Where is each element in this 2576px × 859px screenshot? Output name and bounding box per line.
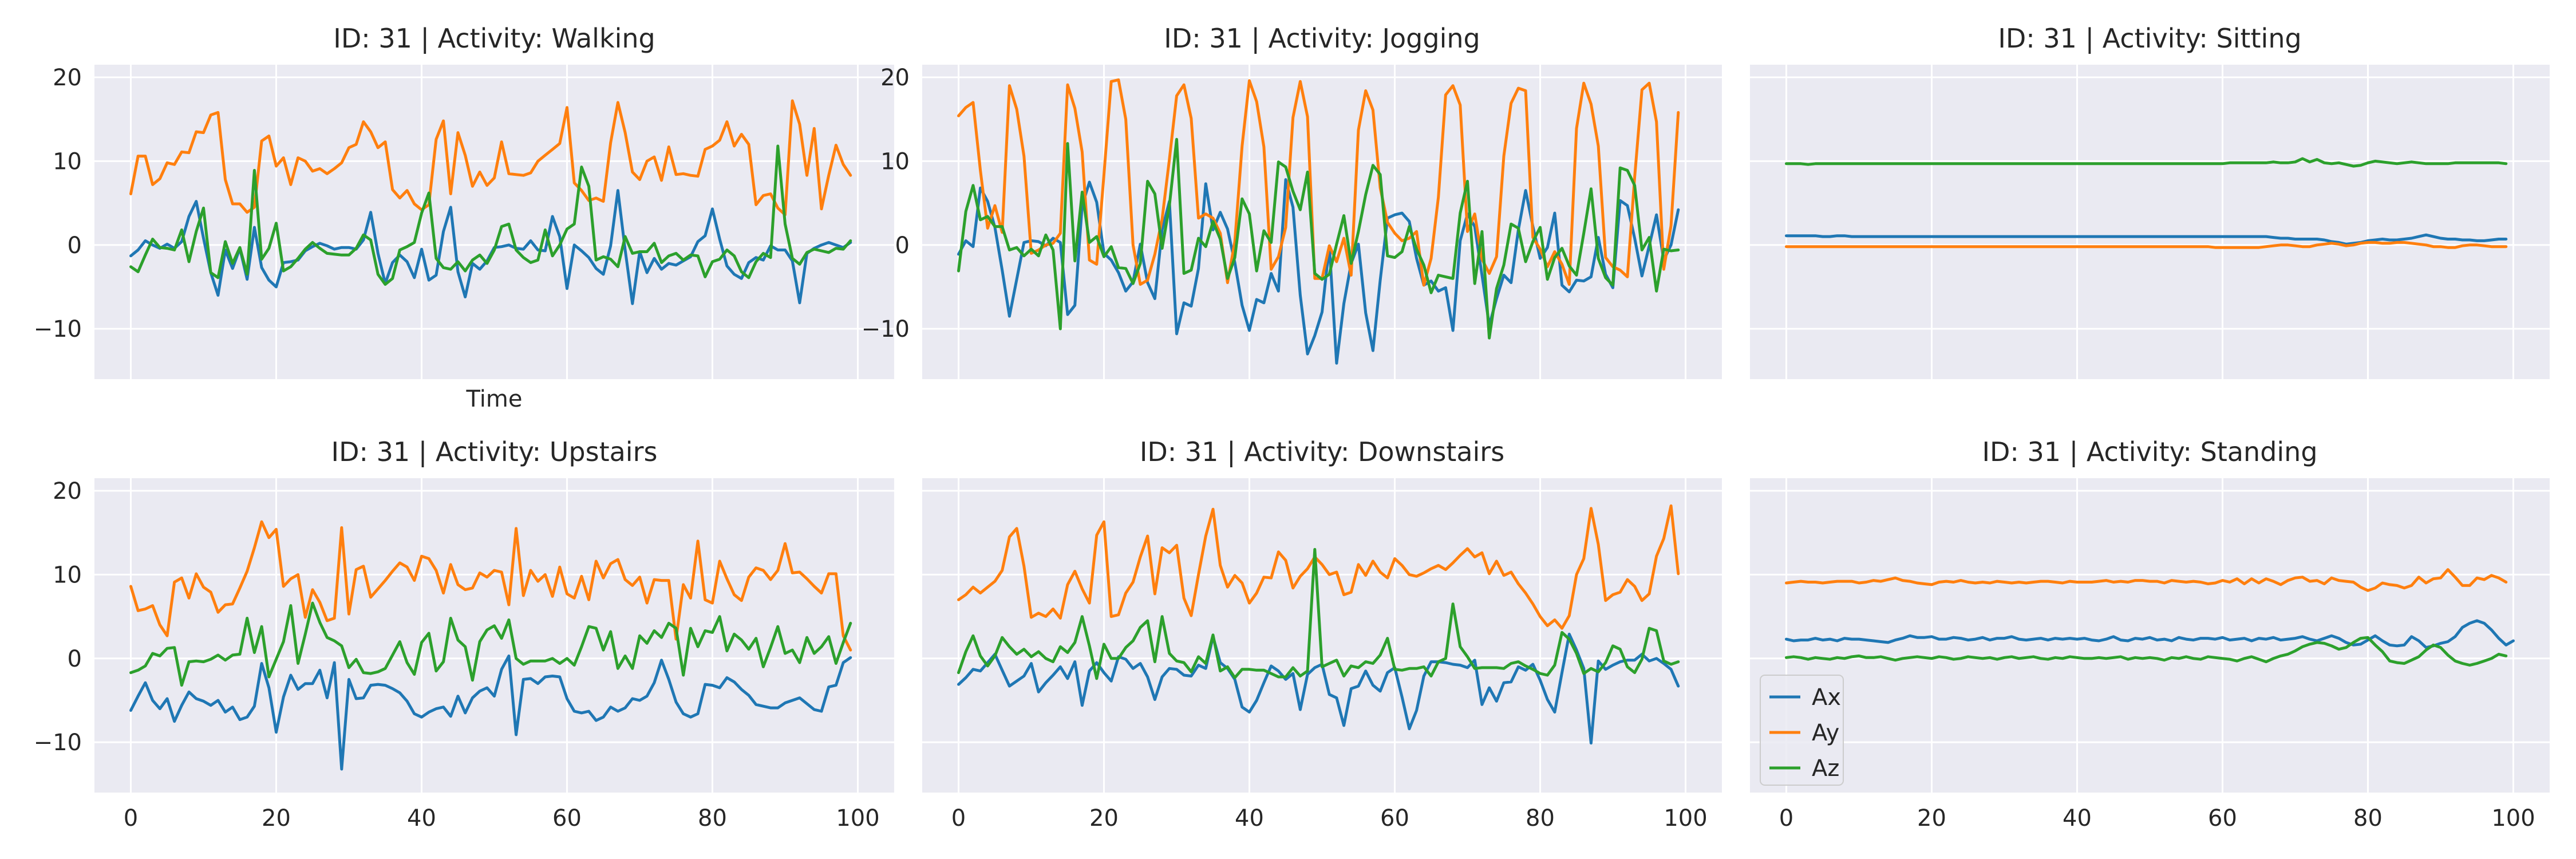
y-tick-label: 20 [880, 65, 910, 91]
x-tick-label: 60 [1380, 805, 1409, 832]
x-tick-label: 20 [1089, 805, 1119, 832]
x-tick-label: 100 [2491, 805, 2535, 832]
x-tick-label: 80 [698, 805, 727, 832]
legend: Ax Ay Az [1760, 675, 1844, 786]
series-line-ay [957, 504, 1680, 630]
series-line-az [957, 547, 1680, 680]
plot-area [94, 65, 894, 379]
subplot-2: ID: 31 | Activity: Sitting [1750, 23, 2550, 379]
x-tick-label: 60 [552, 805, 582, 832]
legend-label-az: Az [1812, 755, 1839, 782]
series-line-ay [1785, 241, 2508, 249]
subplot-4: 0 20 40 60 80 100 ID: 31 | Activity: Downstair… [922, 436, 1722, 832]
x-axis-label: Time [466, 386, 523, 412]
subplot-title: ID: 31 | Activity: Downstairs [1140, 436, 1504, 468]
subplot-title: ID: 31 | Activity: Standing [1982, 436, 2317, 468]
y-tick-label: 10 [53, 148, 82, 175]
subplot-0: −10 0 10 20 ID: 31 | Activity: Walking Time [34, 23, 894, 412]
series-line-az [957, 137, 1680, 340]
y-tick-label: 0 [68, 646, 82, 672]
x-tick-label: 0 [1779, 805, 1793, 832]
plot-area [922, 65, 1722, 379]
y-tick-label: −10 [34, 730, 82, 756]
plot-area [922, 478, 1722, 793]
plot-area [94, 478, 894, 793]
series-line-az [129, 601, 852, 687]
x-tick-label: 20 [1917, 805, 1946, 832]
series-line-ax [129, 654, 852, 771]
x-tick-label: 40 [2063, 805, 2092, 832]
series-line-az [1785, 636, 2508, 667]
series-line-ay [129, 520, 852, 652]
subplot-1: −10 0 10 20 ID: 31 | Activity: Jogging [862, 23, 1722, 379]
x-tick-label: 100 [836, 805, 879, 832]
series-line-ax [957, 632, 1680, 745]
subplot-title: ID: 31 | Activity: Walking [333, 23, 655, 54]
plot-area [1750, 478, 2550, 793]
y-tick-label: 0 [68, 233, 82, 259]
plot-area [1750, 65, 2550, 379]
x-tick-label: 100 [1664, 805, 1707, 832]
y-tick-label: 20 [53, 478, 82, 505]
x-tick-label: 0 [124, 805, 138, 832]
subplot-3: −10 0 10 20 0 20 40 60 80 100 ID: 31 | Activity: U… [34, 436, 894, 832]
series-line-ax [1785, 619, 2515, 649]
y-tick-label: 20 [53, 65, 82, 91]
y-tick-label: −10 [34, 316, 82, 342]
subplot-title: ID: 31 | Activity: Sitting [1998, 23, 2301, 54]
subplot-title: ID: 31 | Activity: Jogging [1164, 23, 1480, 54]
x-tick-label: 40 [1235, 805, 1264, 832]
y-tick-label: 0 [895, 233, 910, 259]
series-line-az [129, 144, 852, 286]
series-line-az [1785, 157, 2508, 168]
x-tick-label: 80 [1526, 805, 1555, 832]
legend-label-ay: Ay [1812, 720, 1839, 746]
legend-box [1760, 675, 1844, 786]
series-line-ay [1785, 568, 2508, 592]
y-tick-label: 10 [880, 148, 910, 175]
series-line-ay [957, 78, 1680, 287]
series-line-ax [1785, 233, 2508, 246]
subplot-title: ID: 31 | Activity: Upstairs [331, 436, 658, 468]
subplot-5: 0 20 40 60 80 100 ID: 31 | Activity: Standing A… [1750, 436, 2550, 832]
x-tick-label: 60 [2208, 805, 2237, 832]
y-tick-label: 10 [53, 562, 82, 588]
series-line-ax [957, 178, 1680, 365]
x-tick-label: 20 [262, 805, 291, 832]
x-tick-label: 80 [2353, 805, 2383, 832]
x-tick-label: 40 [407, 805, 436, 832]
x-tick-label: 0 [951, 805, 966, 832]
y-tick-label: −10 [862, 316, 910, 342]
legend-label-ax: Ax [1812, 684, 1841, 711]
